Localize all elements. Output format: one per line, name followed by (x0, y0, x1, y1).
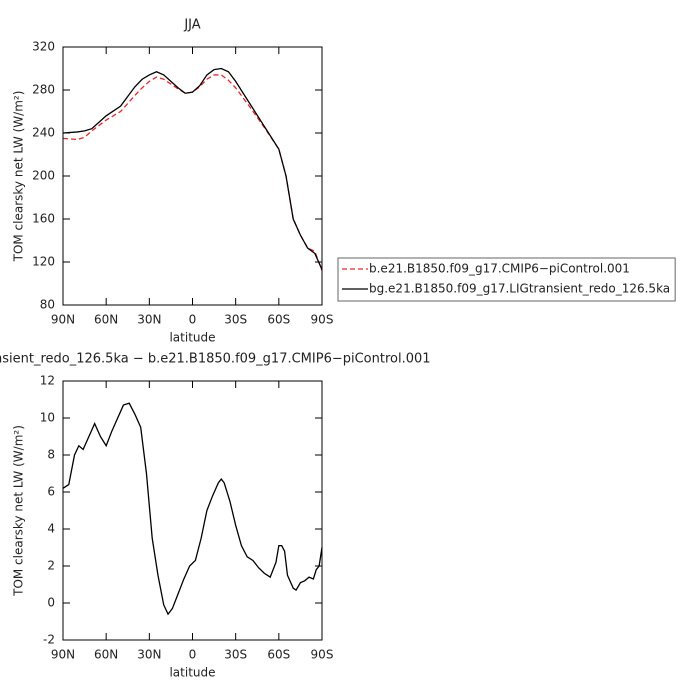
x-tick-label: 60N (94, 313, 118, 327)
x-tick-label: 60S (267, 648, 290, 662)
y-tick-label: 280 (32, 83, 55, 97)
legend-label: b.e21.B1850.f09_g17.CMIP6−piControl.001 (369, 262, 630, 276)
legend: b.e21.B1850.f09_g17.CMIP6−piControl.001b… (337, 257, 676, 302)
x-axis-label: latitude (169, 666, 215, 680)
x-tick-label: 90S (311, 313, 334, 327)
legend-frame (337, 257, 676, 302)
x-tick-label: 60N (94, 648, 118, 662)
y-tick-label: 6 (47, 485, 55, 499)
plot-frame (62, 380, 323, 641)
y-tick-label: 2 (47, 559, 55, 573)
data-line (62, 74, 323, 271)
x-tick-label: 90N (51, 648, 75, 662)
y-tick-label: 0 (47, 596, 55, 610)
x-tick-label: 30S (224, 313, 247, 327)
x-tick-label: 90S (311, 648, 334, 662)
x-tick-label: 0 (189, 648, 197, 662)
y-tick-label: 8 (47, 448, 55, 462)
x-axis-label: latitude (169, 331, 215, 345)
plot-frame (62, 46, 323, 306)
y-tick-label: 120 (32, 255, 55, 269)
legend-label: bg.e21.B1850.f09_g17.LIGtransient_redo_1… (369, 282, 670, 296)
y-tick-label: 4 (47, 522, 55, 536)
y-tick-label: 160 (32, 212, 55, 226)
y-axis-label: TOM clearsky net LW (W/m²) (12, 425, 26, 597)
x-tick-label: 30N (137, 648, 161, 662)
y-axis-label: TOM clearsky net LW (W/m²) (12, 91, 26, 263)
x-tick-label: 30N (137, 313, 161, 327)
x-tick-label: 30S (224, 648, 247, 662)
x-tick-label: 60S (267, 313, 290, 327)
y-tick-label: 320 (32, 40, 55, 54)
x-tick-label: 90N (51, 313, 75, 327)
y-tick-label: -2 (43, 633, 55, 647)
data-line (62, 402, 323, 616)
x-tick-label: 0 (189, 313, 197, 327)
y-tick-label: 12 (40, 374, 55, 388)
y-tick-label: 240 (32, 126, 55, 140)
chart-title: JJA (183, 18, 200, 33)
y-tick-label: 80 (40, 298, 55, 312)
chart-title: LIGtransient_redo_126.5ka − b.e21.B1850.… (0, 352, 431, 367)
y-tick-label: 10 (40, 411, 55, 425)
data-line (62, 67, 323, 270)
y-tick-label: 200 (32, 169, 55, 183)
